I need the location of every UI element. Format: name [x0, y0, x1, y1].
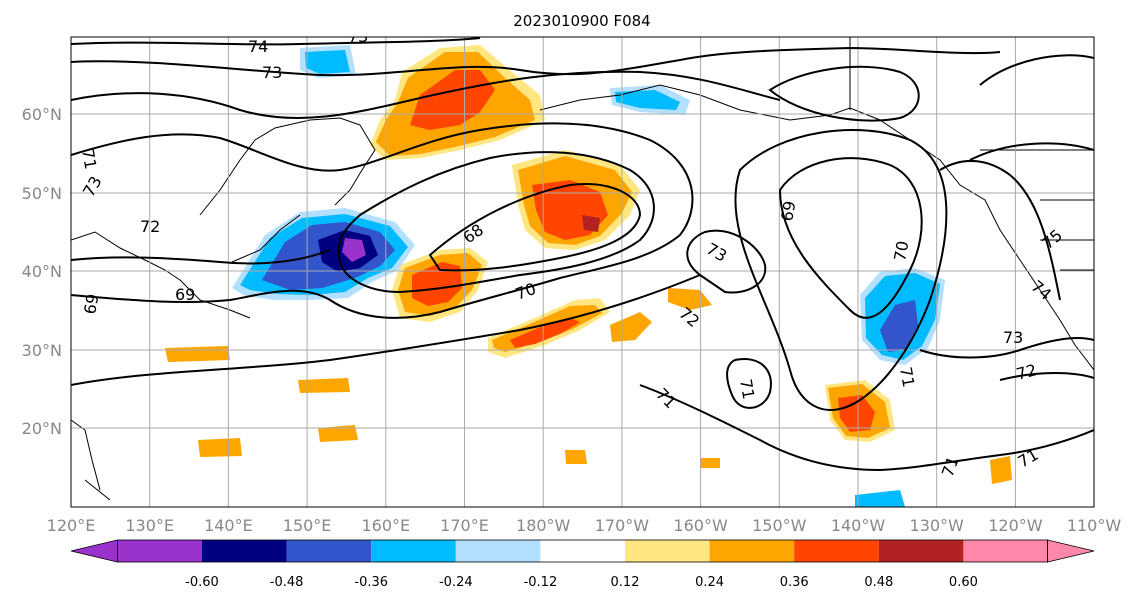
lon-label: 110°W [1067, 516, 1122, 535]
contour-label: 73 [1003, 328, 1023, 347]
colorbar-tick-label: -0.36 [354, 575, 388, 590]
lon-label: 130°W [910, 516, 965, 535]
colorbar-swatch [878, 540, 964, 562]
colorbar-swatch [625, 540, 710, 562]
contour-labels: 74 73 73 71 73 72 68 69 69 70 73 72 71 6… [78, 27, 1066, 479]
anomaly-shading [165, 45, 1012, 507]
contour-label: 69 [175, 285, 195, 304]
lat-labels: 60°N 50°N 40°N 30°N 20°N [22, 105, 62, 438]
contour-label: 71 [78, 147, 100, 170]
lon-label: 140°E [204, 516, 253, 535]
contour-label: 73 [262, 63, 282, 82]
colorbar-swatch [963, 540, 1048, 562]
contour-label: 69 [777, 199, 799, 222]
lon-label: 170°E [440, 516, 489, 535]
colorbar-ticks: -0.60 -0.48 -0.36 -0.24 -0.12 0.12 0.24 … [185, 575, 978, 590]
lat-label: 30°N [22, 341, 62, 360]
colorbar-swatch [202, 540, 287, 562]
colorbar-tick-label: -0.60 [185, 575, 219, 590]
contour-label: 74 [248, 37, 268, 56]
colorbar-tick-label: 0.48 [864, 575, 893, 590]
colorbar-extend-min [70, 539, 118, 563]
lon-label: 120°E [47, 516, 96, 535]
colorbar-swatch [371, 540, 456, 562]
map-title: 2023010900 F084 [513, 12, 650, 30]
colorbar-swatch [794, 540, 879, 562]
colorbar-tick-label: -0.48 [270, 575, 304, 590]
lat-label: 20°N [22, 419, 62, 438]
lon-label: 130°E [125, 516, 174, 535]
contour-label: 70 [890, 239, 912, 262]
map-panel: 74 73 73 71 73 72 68 69 69 70 73 72 71 6… [22, 27, 1122, 535]
contour-label: 71 [736, 377, 758, 400]
lon-label: 140°W [831, 516, 886, 535]
colorbar-outline [117, 539, 1049, 563]
colorbar-tick-label: -0.12 [524, 575, 558, 590]
map-frame [70, 36, 1095, 508]
lat-label: 50°N [22, 184, 62, 203]
colorbar-tick-label: -0.24 [439, 575, 473, 590]
colorbar-tick-label: 0.12 [611, 575, 640, 590]
lon-label: 180°W [516, 516, 571, 535]
lon-label: 150°W [752, 516, 807, 535]
colorbar-extend-max [1047, 539, 1095, 563]
colorbar-swatch [540, 540, 625, 562]
contour-label: 72 [1014, 360, 1039, 384]
colorbar-tick-label: 0.36 [780, 575, 809, 590]
height-contours [71, 37, 1094, 472]
colorbar-swatch [286, 540, 372, 562]
contour-label: 72 [140, 217, 160, 236]
lat-label: 40°N [22, 262, 62, 281]
colorbar-swatch [117, 540, 202, 562]
colorbar-tick-label: 0.24 [695, 575, 724, 590]
lon-label: 160°E [361, 516, 410, 535]
colorbar-swatch [455, 540, 541, 562]
contour-label: 69 [80, 292, 102, 315]
lon-label: 160°W [673, 516, 728, 535]
contour-label: 73 [348, 27, 368, 46]
colorbar-swatch [709, 540, 795, 562]
coastlines [71, 37, 1094, 501]
lon-label: 150°E [283, 516, 332, 535]
colorbar-tick-label: 0.60 [949, 575, 978, 590]
contour-label: 71 [896, 365, 918, 388]
graticule [71, 37, 1094, 507]
colorbar-swatches [70, 539, 1095, 563]
lon-label: 170°W [595, 516, 650, 535]
lat-label: 60°N [22, 105, 62, 124]
colorbar: -0.60 -0.48 -0.36 -0.24 -0.12 0.12 0.24 … [70, 539, 1095, 590]
lon-label: 120°W [988, 516, 1043, 535]
lon-labels: 120°E 130°E 140°E 150°E 160°E 170°E 180°… [47, 516, 1122, 535]
